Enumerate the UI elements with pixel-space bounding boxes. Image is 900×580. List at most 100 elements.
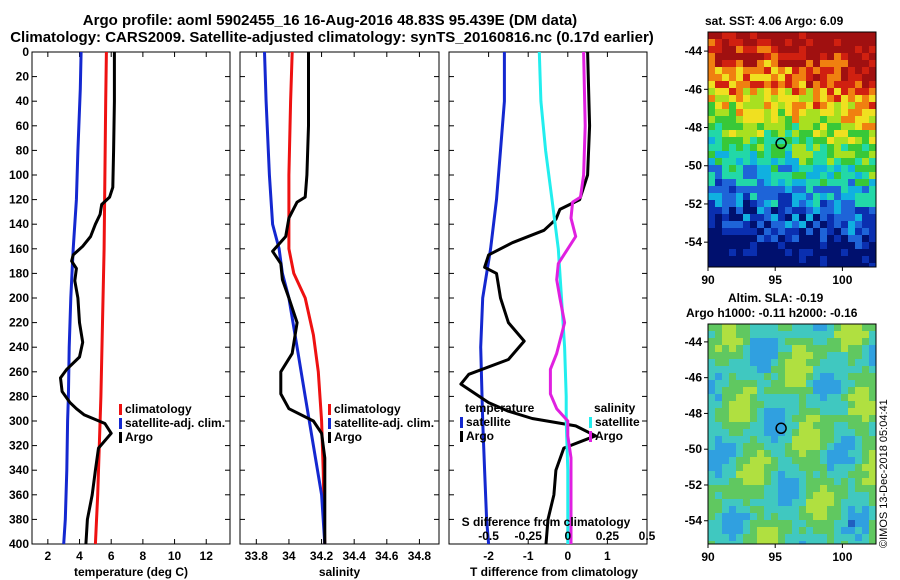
sla-map-cell bbox=[799, 408, 806, 415]
sst-map-cell bbox=[722, 193, 729, 200]
sla-map-cell bbox=[869, 338, 876, 345]
sst-map-cell bbox=[771, 228, 778, 235]
sst-map-cell bbox=[792, 214, 799, 221]
sst-map-cell bbox=[715, 53, 722, 60]
sla-map-cell bbox=[813, 401, 820, 408]
sla-map-cell bbox=[869, 541, 876, 544]
sst-map-cell bbox=[799, 53, 806, 60]
sst-map-cell bbox=[750, 165, 757, 172]
sst-map-cell bbox=[722, 172, 729, 179]
sst-map-cell bbox=[841, 116, 848, 123]
sla-map-cell bbox=[757, 429, 764, 436]
sla-map-cell bbox=[785, 527, 792, 534]
sla-map-cell bbox=[771, 443, 778, 450]
sla-map-cell bbox=[729, 345, 736, 352]
sst-map-cell bbox=[834, 263, 841, 267]
sla-map-cell bbox=[834, 429, 841, 436]
sla-map-cell bbox=[834, 485, 841, 492]
sst-map-cell bbox=[813, 46, 820, 53]
x-tick-label: 0 bbox=[564, 549, 571, 563]
x-tick-label: 33.8 bbox=[245, 549, 269, 563]
sla-map-cell bbox=[806, 394, 813, 401]
sla-map-cell bbox=[757, 499, 764, 506]
sst-map-cell bbox=[869, 144, 876, 151]
sla-map-cell bbox=[708, 415, 715, 422]
sla-map-cell bbox=[834, 373, 841, 380]
sla-map-cell bbox=[799, 464, 806, 471]
sla-map-cell bbox=[778, 408, 785, 415]
sla-map-cell bbox=[855, 506, 862, 513]
sst-map-cell bbox=[778, 214, 785, 221]
sst-map-cell bbox=[841, 186, 848, 193]
sla-map-cell bbox=[792, 471, 799, 478]
sst-map-cell bbox=[820, 109, 827, 116]
sst-map-cell bbox=[834, 116, 841, 123]
sst-map-cell bbox=[799, 102, 806, 109]
sst-map-cell bbox=[708, 102, 715, 109]
sst-map-cell bbox=[750, 144, 757, 151]
legend-swatch bbox=[589, 417, 592, 428]
sst-map-cell bbox=[848, 46, 855, 53]
sla-map-cell bbox=[792, 387, 799, 394]
sst-map-cell bbox=[862, 228, 869, 235]
sla-map-cell bbox=[806, 366, 813, 373]
sla-map-cell bbox=[750, 415, 757, 422]
sla-map-cell bbox=[841, 485, 848, 492]
sst-map-cell bbox=[708, 81, 715, 88]
sla-map-cell bbox=[743, 429, 750, 436]
sst-map-cell bbox=[862, 221, 869, 228]
sst-map-cell bbox=[862, 116, 869, 123]
map-y-tick-label: -46 bbox=[685, 82, 703, 96]
sla-map-cell bbox=[841, 373, 848, 380]
sla-map-cell bbox=[722, 443, 729, 450]
sla-map-cell bbox=[813, 324, 820, 331]
sst-map-cell bbox=[771, 242, 778, 249]
sst-map-cell bbox=[813, 228, 820, 235]
sst-map-cell bbox=[834, 67, 841, 74]
sst-map-cell bbox=[722, 46, 729, 53]
sla-map-cell bbox=[869, 485, 876, 492]
sla-map-cell bbox=[862, 471, 869, 478]
sla-map-cell bbox=[855, 373, 862, 380]
sst-map-cell bbox=[841, 109, 848, 116]
sst-map-cell bbox=[757, 109, 764, 116]
sst-map-cell bbox=[841, 32, 848, 39]
sst-map-cell bbox=[743, 151, 750, 158]
sla-map-cell bbox=[708, 520, 715, 527]
sst-map-cell bbox=[862, 242, 869, 249]
sst-map-cell bbox=[757, 46, 764, 53]
sst-map-cell bbox=[757, 116, 764, 123]
sst-map-cell bbox=[743, 95, 750, 102]
sst-map-cell bbox=[771, 102, 778, 109]
sst-map-cell bbox=[715, 242, 722, 249]
sst-map-cell bbox=[722, 137, 729, 144]
sst-map-cell bbox=[827, 144, 834, 151]
sst-map-cell bbox=[792, 186, 799, 193]
sst-map-cell bbox=[827, 60, 834, 67]
sst-map-cell bbox=[848, 228, 855, 235]
sst-map-cell bbox=[708, 116, 715, 123]
sla-map-cell bbox=[764, 415, 771, 422]
sst-map-cell bbox=[785, 116, 792, 123]
sst-map-cell bbox=[736, 116, 743, 123]
sla-map-cell bbox=[736, 443, 743, 450]
sst-map-cell bbox=[750, 193, 757, 200]
sst-map-cell bbox=[799, 46, 806, 53]
sst-map-cell bbox=[715, 144, 722, 151]
sla-map-cell bbox=[778, 359, 785, 366]
sla-map-cell bbox=[799, 450, 806, 457]
sst-map-cell bbox=[806, 130, 813, 137]
sla-map-cell bbox=[736, 457, 743, 464]
sst-map-cell bbox=[792, 123, 799, 130]
sst-map-cell bbox=[827, 214, 834, 221]
sla-map-cell bbox=[799, 499, 806, 506]
sst-map-cell bbox=[722, 235, 729, 242]
sst-map-cell bbox=[834, 102, 841, 109]
sla-map-cell bbox=[729, 506, 736, 513]
sla-map-cell bbox=[750, 338, 757, 345]
sla-map-cell bbox=[820, 527, 827, 534]
sla-map-cell bbox=[827, 492, 834, 499]
sla-map-cell bbox=[715, 338, 722, 345]
sla-map-cell bbox=[729, 394, 736, 401]
sla-map-cell bbox=[841, 471, 848, 478]
